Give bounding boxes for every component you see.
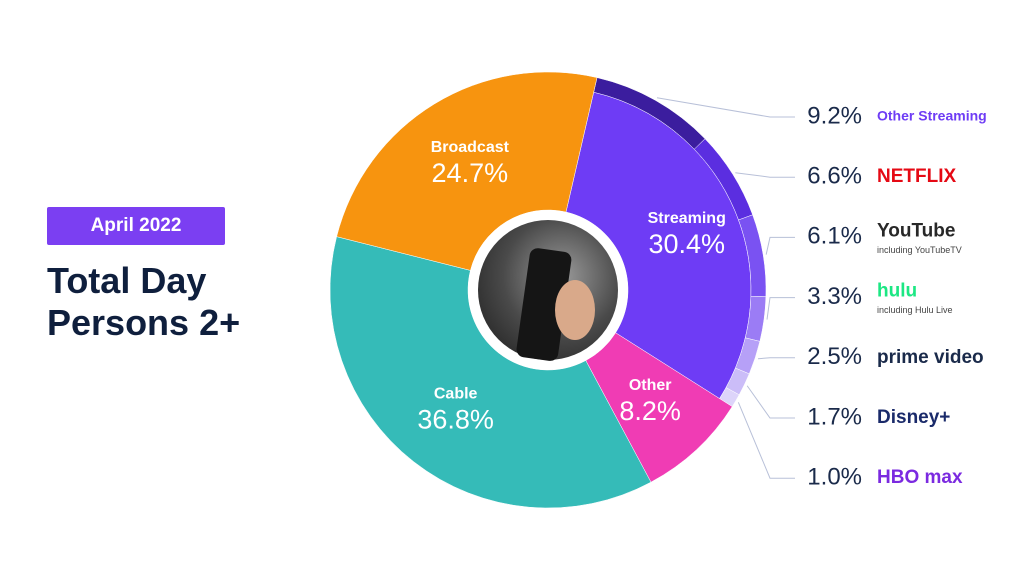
streaming-sublabel: including YouTubeTV xyxy=(877,245,962,255)
leader-line xyxy=(765,236,795,255)
leader-line xyxy=(735,172,795,178)
leader-line xyxy=(766,297,795,320)
streaming-service-label: prime video xyxy=(877,347,984,368)
streaming-value-label: 2.5% xyxy=(807,343,862,370)
slice-name: Broadcast xyxy=(431,139,510,156)
streaming-sublabel: including Hulu Live xyxy=(877,305,953,315)
leader-line xyxy=(656,97,795,118)
streaming-value-label: 9.2% xyxy=(807,102,862,129)
hand xyxy=(555,280,595,340)
leader-line xyxy=(757,357,795,360)
streaming-value-label: 1.7% xyxy=(807,403,862,430)
slice-name: Cable xyxy=(434,385,478,402)
streaming-value-label: 6.1% xyxy=(807,223,862,250)
slice-value: 8.2% xyxy=(619,396,681,426)
slice-value: 24.7% xyxy=(432,158,509,188)
slice-value: 36.8% xyxy=(417,404,494,434)
streaming-service-label: NETFLIX xyxy=(877,166,956,187)
streaming-service-label: Disney+ xyxy=(877,407,950,428)
streaming-service-label: HBO max xyxy=(877,467,963,488)
leader-line xyxy=(737,402,795,479)
streaming-value-label: 3.3% xyxy=(807,283,862,310)
date-badge: April 2022 xyxy=(47,207,225,245)
streaming-service-label: Other Streaming xyxy=(877,108,987,124)
slice-value: 30.4% xyxy=(648,229,725,259)
streaming-service-label: hulu xyxy=(877,281,917,302)
slice-name: Streaming xyxy=(648,210,726,227)
chart-title: Total Day Persons 2+ xyxy=(47,260,241,343)
streaming-value-label: 1.0% xyxy=(807,464,862,491)
streaming-service-label: YouTube xyxy=(877,220,955,241)
remote-control xyxy=(516,248,572,361)
streaming-value-label: 6.6% xyxy=(807,163,862,190)
slice-name: Other xyxy=(629,377,672,394)
leader-line xyxy=(746,385,795,419)
